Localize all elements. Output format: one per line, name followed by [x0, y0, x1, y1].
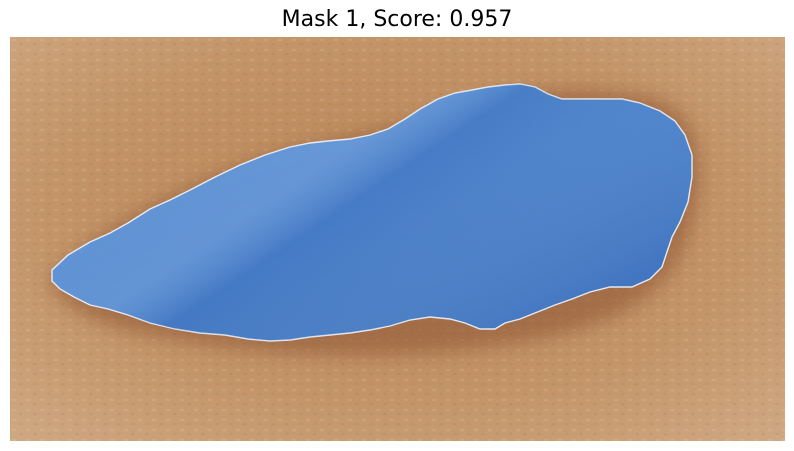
skin-photo — [10, 37, 785, 441]
segmentation-image — [10, 37, 785, 441]
figure-title: Mask 1, Score: 0.957 — [281, 7, 513, 32]
